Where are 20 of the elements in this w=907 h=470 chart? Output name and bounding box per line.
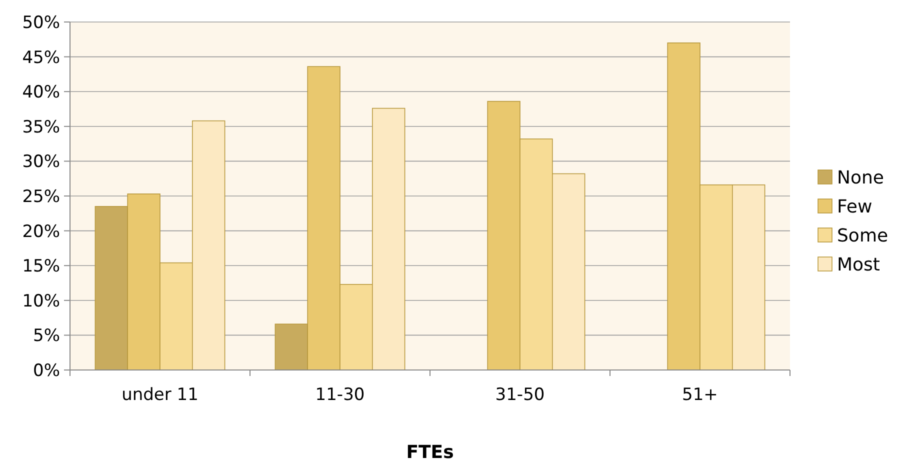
x-tick-label: under 11 [122,385,198,405]
x-tick-label: 31-50 [495,385,545,405]
legend-label: None [837,167,884,188]
x-axis-title: FTEs [406,442,454,463]
x-tick-label: 11-30 [315,385,365,405]
x-tick-label: 51+ [682,385,718,405]
y-tick-label: 50% [22,12,60,33]
legend-label: Some [837,225,888,246]
y-tick-label: 45% [22,48,60,68]
y-tick-label: 25% [22,186,60,207]
legend-label: Most [837,254,880,276]
y-tick-label: 5% [33,326,60,346]
y-tick-label: 10% [22,291,60,312]
y-tick-label: 0% [33,360,60,381]
y-tick-label: 20% [22,222,60,242]
y-tick-label: 15% [22,256,60,277]
y-tick-label: 35% [22,117,60,138]
y-tick-label: 30% [22,152,60,172]
y-tick-label: 40% [22,82,60,103]
legend-label: Few [837,196,872,218]
